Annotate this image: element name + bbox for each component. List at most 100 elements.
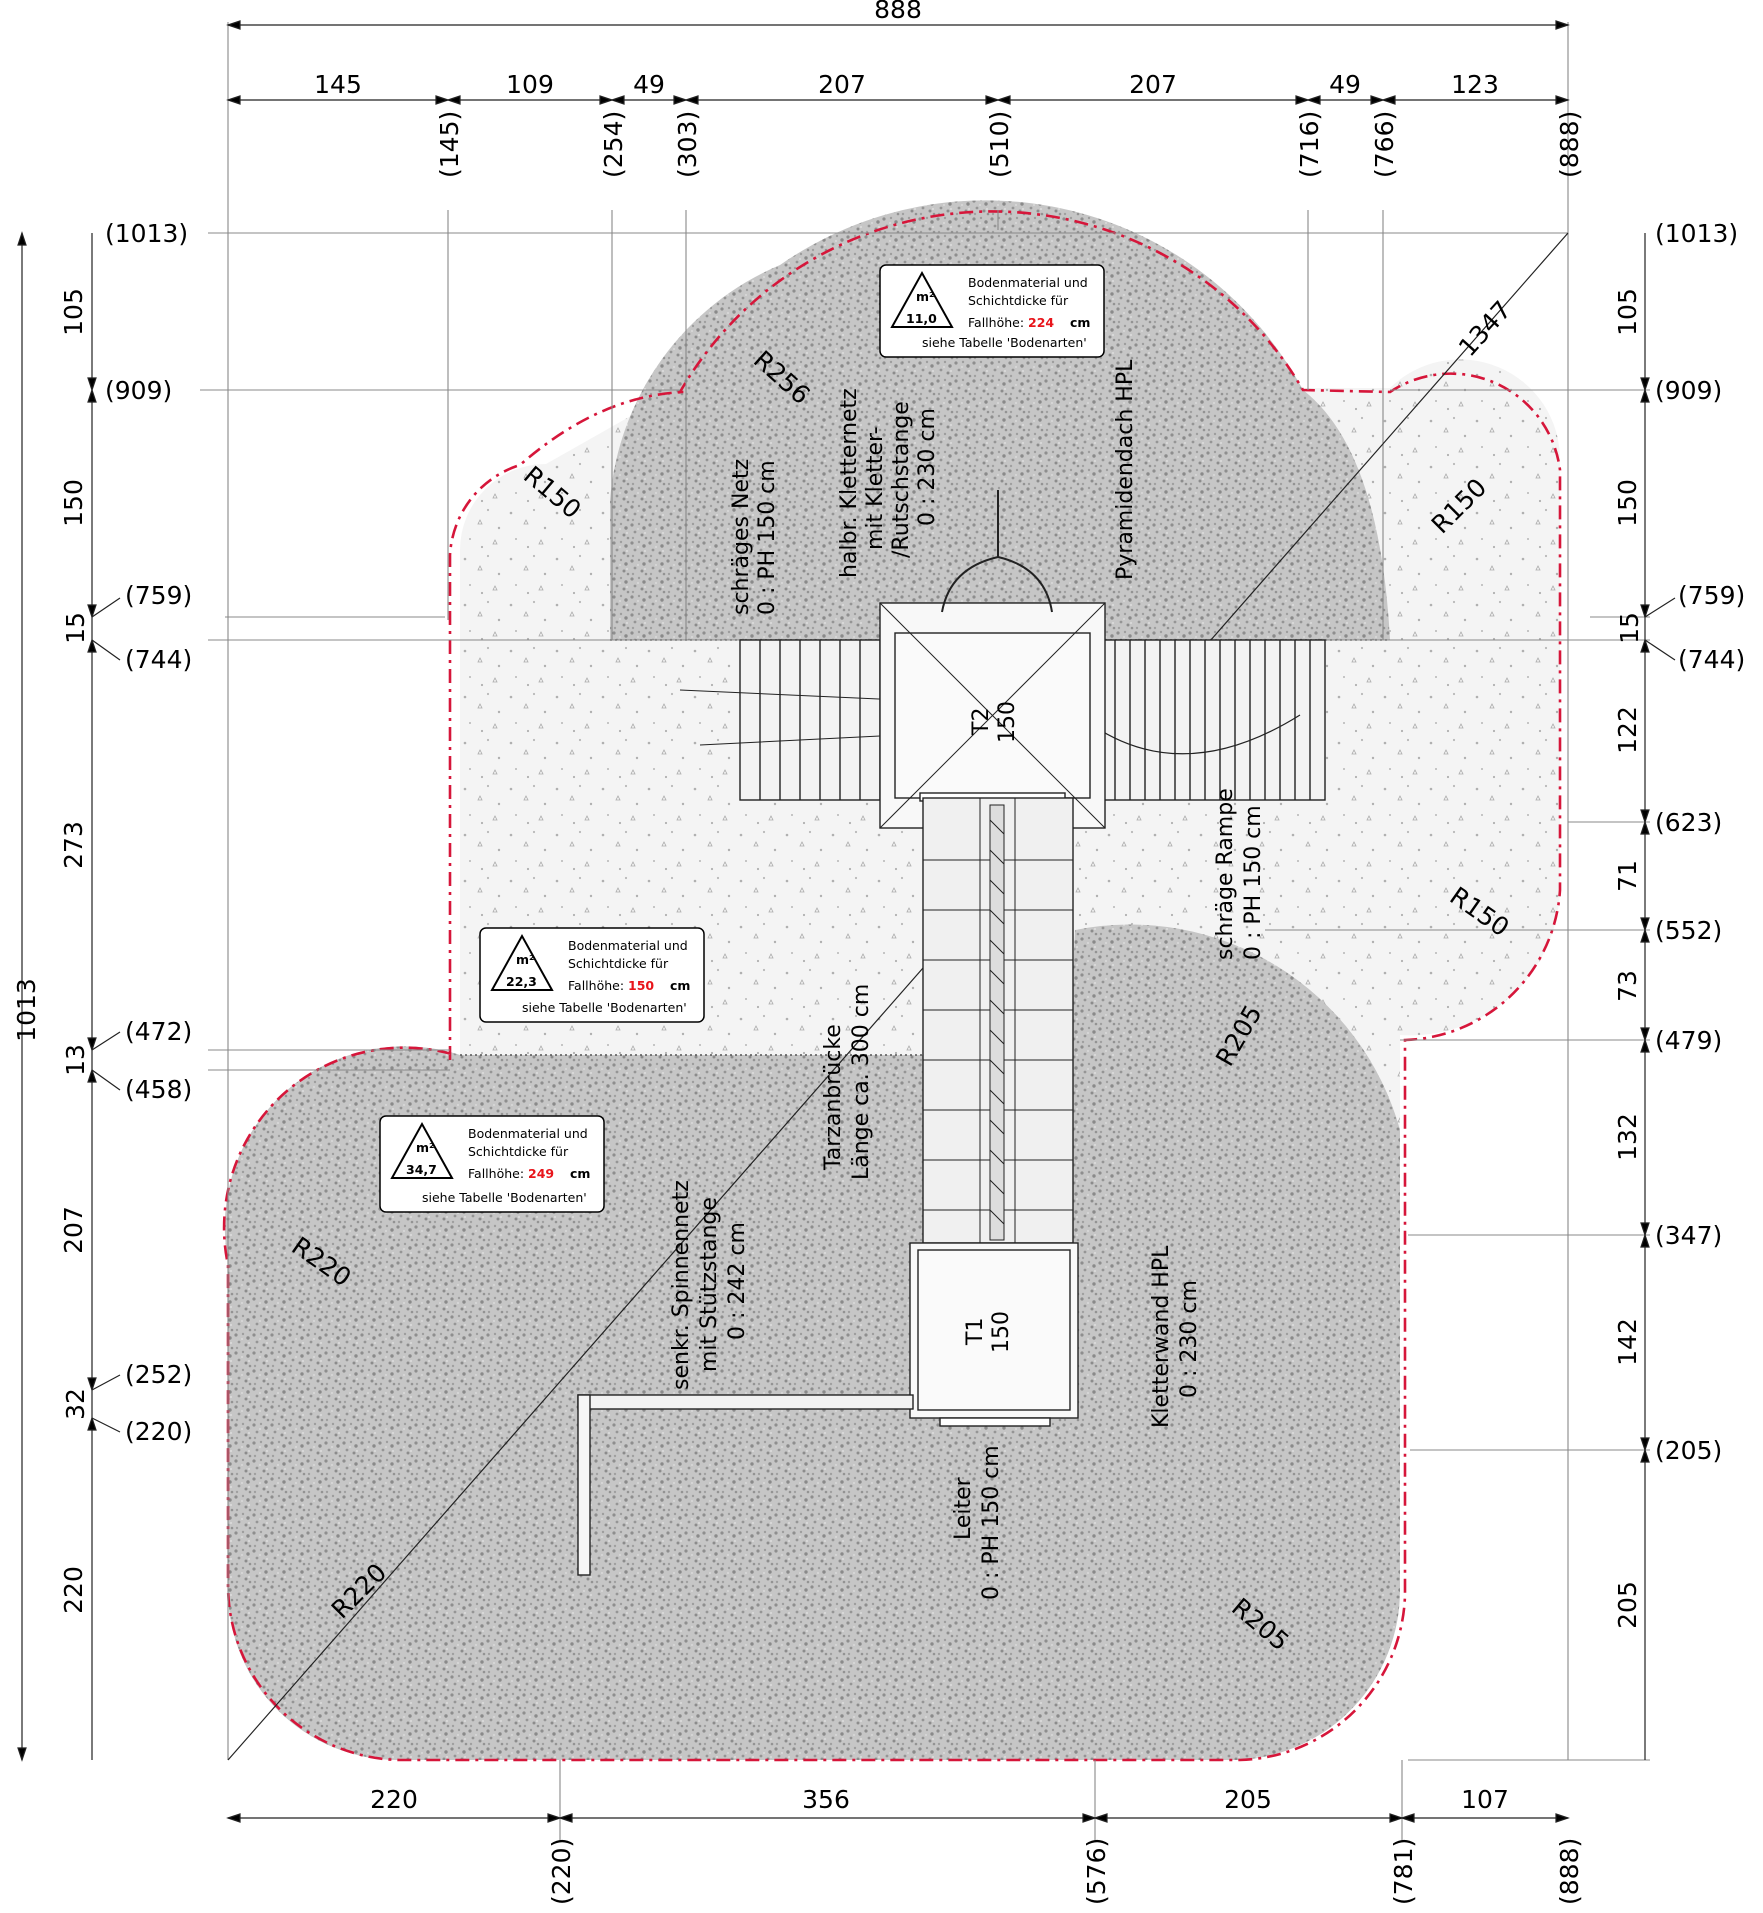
right-ref-5: (623) [1655, 808, 1722, 837]
label-spinnennetz-2: mit Stützstange [697, 1197, 722, 1372]
top-seg-4: 207 [818, 70, 866, 99]
info-box-1-fall-unit: cm [1070, 315, 1090, 330]
left-ref-7: (252) [125, 1360, 192, 1389]
right-seg-1: 105 [1613, 288, 1642, 336]
right-seg-4: 122 [1613, 706, 1642, 754]
label-t2-height: 150 [995, 701, 1020, 743]
label-spinnennetz-3: 0 : 242 cm [725, 1222, 750, 1340]
info-box-2-fall-unit: cm [670, 978, 690, 993]
right-seg-2: 150 [1613, 479, 1642, 527]
left-seg-2: 150 [59, 479, 88, 527]
right-seg-9: 205 [1613, 1581, 1642, 1629]
label-rampe-sub: 0 : PH 150 cm [1241, 805, 1266, 960]
left-dimensions: 1013 105 150 15 273 13 207 32 220 (1013)… [12, 219, 192, 1614]
ramp [1084, 639, 1326, 801]
left-ref-6: (458) [125, 1075, 192, 1104]
top-seg-1: 145 [314, 70, 362, 99]
info-box-1-unit: m² [916, 289, 935, 304]
left-ref-8: (220) [125, 1417, 192, 1446]
label-leiter-sub: 0 : PH 150 cm [979, 1445, 1004, 1600]
left-seg-1: 105 [59, 288, 88, 336]
info-box-2-line2: Schichtdicke für [568, 956, 669, 971]
right-dimensions: 105 150 15 122 71 73 132 142 205 (1013) … [1613, 219, 1745, 1629]
left-seg-4: 273 [59, 821, 88, 869]
overall-width: 888 [874, 0, 922, 24]
slanted-net [679, 639, 901, 801]
top-ref-3: (303) [673, 111, 702, 178]
bottom-ref-3: (781) [1389, 1838, 1418, 1905]
left-ref-5: (472) [125, 1017, 192, 1046]
label-t2: T2 [969, 708, 994, 736]
bottom-seg-4: 107 [1461, 1785, 1509, 1814]
top-ref-4: (510) [985, 111, 1014, 178]
label-kletternetz-2: mit Kletter- [863, 426, 888, 550]
tower-t2 [879, 490, 1106, 829]
bottom-ref-2: (576) [1082, 1838, 1111, 1905]
label-pyramidendach: Pyramidendach HPL [1113, 359, 1138, 580]
right-seg-5: 71 [1613, 860, 1642, 892]
left-ref-3: (759) [125, 581, 192, 610]
right-seg-8: 142 [1613, 1318, 1642, 1366]
left-seg-5: 13 [61, 1044, 90, 1076]
label-kletterwand: Kletterwand HPL [1149, 1245, 1174, 1428]
right-seg-6: 73 [1613, 970, 1642, 1002]
label-schraeges-netz: schräges Netz [729, 459, 754, 615]
reference-lines [200, 22, 1650, 1840]
top-seg-3: 49 [633, 70, 665, 99]
equipment [577, 490, 1326, 1576]
right-ref-3: (759) [1678, 581, 1745, 610]
top-dimensions: 888 145 109 49 207 207 49 123 (145) (254… [314, 0, 1584, 178]
info-box-1-line2: Schichtdicke für [968, 293, 1069, 308]
info-box-1-line1: Bodenmaterial und [968, 275, 1088, 290]
info-box-3-ref: siehe Tabelle 'Bodenarten' [422, 1190, 587, 1205]
spider-net-beam [577, 1394, 914, 1576]
label-rampe: schräge Rampe [1213, 788, 1238, 960]
left-seg-6: 207 [59, 1206, 88, 1254]
label-tarzan: Tarzanbrücke [821, 1024, 846, 1171]
left-ref-4: (744) [125, 645, 192, 674]
label-tarzan-sub: Länge ca. 300 cm [849, 984, 874, 1180]
right-ref-4: (744) [1678, 645, 1745, 674]
left-ref-2: (909) [105, 376, 172, 405]
right-seg-7: 132 [1613, 1113, 1642, 1161]
left-seg-8: 220 [59, 1566, 88, 1614]
top-ref-5: (716) [1295, 111, 1324, 178]
info-box-3-fall-unit: cm [570, 1166, 590, 1181]
diagonal-1347: 1347 [1453, 295, 1517, 362]
left-ref-1: (1013) [105, 219, 188, 248]
info-box-2-line1: Bodenmaterial und [568, 938, 688, 953]
top-ref-7: (888) [1555, 111, 1584, 178]
bottom-seg-2: 356 [802, 1785, 850, 1814]
bottom-seg-3: 205 [1224, 1785, 1272, 1814]
info-box-1-area: 11,0 [906, 311, 937, 326]
dimension-lines [17, 20, 1676, 1823]
right-ref-9: (205) [1655, 1436, 1722, 1465]
info-box-1-ref: siehe Tabelle 'Bodenarten' [922, 335, 1087, 350]
tower-t1 [909, 1242, 1079, 1419]
info-box-2-fall-label: Fallhöhe: [568, 978, 624, 993]
info-box-2: m² 22,3 Bodenmaterial und Schichtdicke f… [479, 927, 705, 1023]
info-box-2-ref: siehe Tabelle 'Bodenarten' [522, 1000, 687, 1015]
bottom-ref-1: (220) [547, 1838, 576, 1905]
right-ref-2: (909) [1655, 376, 1722, 405]
info-box-3-line1: Bodenmaterial und [468, 1126, 588, 1141]
info-box-3-line2: Schichtdicke für [468, 1144, 569, 1159]
top-ref-6: (766) [1370, 111, 1399, 178]
label-kletternetz: halbr. Kletternetz [837, 388, 862, 578]
info-box-3-area: 34,7 [406, 1162, 437, 1177]
bottom-dimensions: 220 356 205 107 (220) (576) (781) (888) [370, 1785, 1584, 1905]
boundary-line [222, 210, 1562, 1762]
bottom-ref-4: (888) [1555, 1838, 1584, 1905]
info-box-3: m² 34,7 Bodenmaterial und Schichtdicke f… [379, 1115, 605, 1213]
info-box-3-fall-value: 249 [528, 1166, 554, 1181]
info-box-2-fall-value: 150 [628, 978, 654, 993]
info-box-2-unit: m² [516, 952, 535, 967]
label-t1: T1 [963, 1318, 988, 1346]
top-dense-zone [610, 200, 1390, 640]
info-box-1-fall-label: Fallhöhe: [968, 315, 1024, 330]
top-seg-7: 123 [1451, 70, 1499, 99]
top-seg-2: 109 [506, 70, 554, 99]
left-seg-3: 15 [61, 612, 90, 644]
top-ref-2: (254) [599, 111, 628, 178]
info-box-3-fall-label: Fallhöhe: [468, 1166, 524, 1181]
